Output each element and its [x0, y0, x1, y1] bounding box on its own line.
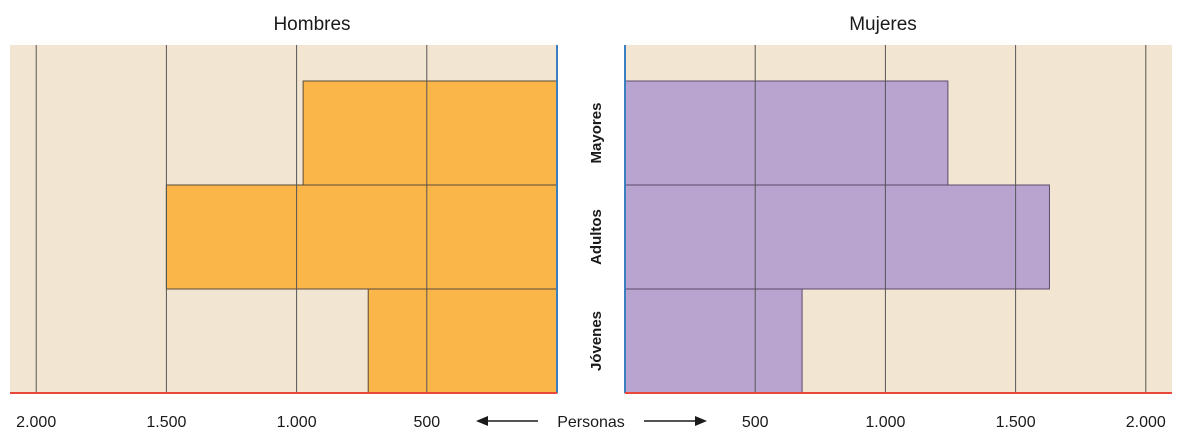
arrow-left-icon	[476, 416, 538, 426]
x-axis-label: Personas	[557, 414, 625, 431]
axes	[10, 45, 1172, 394]
tick-label-mujeres-2: 1.500	[996, 414, 1036, 431]
bars	[165, 80, 1050, 394]
tick-label-mujeres-1: 1.000	[865, 414, 905, 431]
bar-mujeres-2	[624, 80, 949, 186]
tick-label-hombres-2: 1.500	[146, 414, 186, 431]
arrow-right-icon	[644, 416, 707, 426]
tick-label-hombres-3: 2.000	[16, 414, 56, 431]
tick-labels: 500 500 1.000 1.000 1.500 1.500 2.000 2.000	[16, 414, 1166, 431]
tick-label-hombres-0: 500	[413, 414, 440, 431]
bar-hombres-1	[165, 184, 558, 290]
title-hombres: Hombres	[273, 14, 350, 35]
tick-label-hombres-1: 1.000	[277, 414, 317, 431]
tick-label-mujeres-0: 500	[742, 414, 769, 431]
title-mujeres: Mujeres	[849, 14, 917, 35]
bar-hombres-2	[302, 80, 558, 186]
x-axis-label-group: Personas	[476, 414, 707, 431]
bar-mujeres-0	[624, 288, 803, 394]
bar-hombres-0	[367, 288, 558, 394]
category-labels: Jóvenes Adultos Mayores	[588, 103, 605, 371]
category-label-1: Adultos	[588, 209, 605, 265]
tick-label-mujeres-3: 2.000	[1126, 414, 1166, 431]
category-label-2: Mayores	[588, 103, 605, 164]
gridlines	[35, 45, 1147, 393]
bar-mujeres-1	[624, 184, 1050, 290]
category-label-0: Jóvenes	[588, 311, 605, 371]
